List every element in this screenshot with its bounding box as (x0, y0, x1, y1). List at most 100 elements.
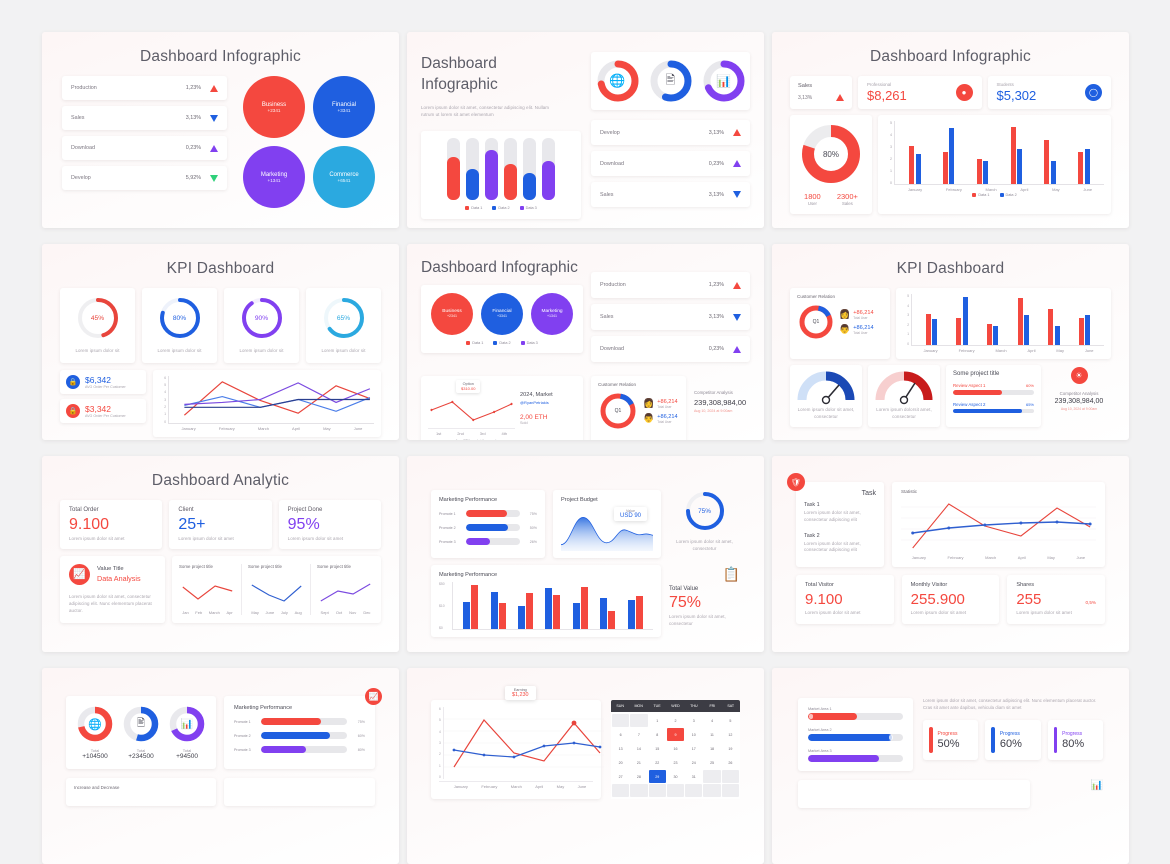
calendar-cell[interactable]: 25 (710, 760, 715, 765)
slider-row[interactable]: Market Area 3 (808, 749, 903, 762)
stat-row[interactable]: Production 1,23% (62, 76, 227, 100)
kpi-value: 25+ (178, 516, 206, 533)
progress-card[interactable]: Progress 80% (1047, 720, 1103, 761)
kpi-monthly-visitor[interactable]: Monthly Visitor 255.900 Lorem ipsum dolo… (901, 575, 1000, 624)
kpi-shares[interactable]: Shares 255 0,5% Lorem ipsum dolor sit am… (1007, 575, 1106, 624)
calendar-cell[interactable]: 6 (619, 732, 622, 737)
calendar-cell[interactable]: 2 (674, 718, 677, 723)
donut-total-item[interactable]: 🌐 Total +104500 (76, 705, 114, 760)
calendar-cell-highlight-red[interactable]: 9 (666, 728, 685, 741)
calendar-cell[interactable]: 26 (728, 760, 733, 765)
kpi-total-visitor[interactable]: Total Visitor 9.100 Lorem ipsum dolor si… (796, 575, 894, 624)
slider-handle[interactable] (809, 714, 814, 719)
stat-row[interactable]: Develop 3,13% (591, 120, 750, 145)
kpi-project-done[interactable]: Project Done 95% Lorem ipsum dolor sit a… (278, 500, 381, 550)
calendar-cell[interactable]: 7 (637, 732, 640, 737)
kpi-students[interactable]: Students $5,302 ◯ (987, 76, 1111, 109)
stat-row[interactable]: Download 0,23% (591, 336, 750, 362)
bubble-marketing[interactable]: Marketing +1341 (531, 292, 573, 335)
calendar-cell[interactable]: 11 (710, 732, 714, 737)
bubble-financial[interactable]: Financial +3341 (481, 292, 523, 335)
card-dashboard-analytic[interactable]: Dashboard Analytic Total Order 9.100 Lor… (42, 456, 399, 652)
card-marketing-analytics[interactable]: Marketing Performance Promote 1 75% Prom… (407, 456, 764, 652)
calendar-cell[interactable]: 12 (728, 732, 733, 737)
calendar-cell[interactable]: 1 (656, 718, 659, 723)
calendar-cell[interactable]: 5 (729, 718, 732, 723)
x-tick: Dec (363, 610, 371, 616)
bubble-business[interactable]: Business +2341 (243, 76, 305, 138)
calendar-cell[interactable]: 27 (618, 774, 623, 779)
calendar-cell[interactable]: 24 (691, 760, 696, 765)
calendar-cell[interactable]: 16 (673, 746, 678, 751)
money-card[interactable]: 🔒 $3,342 AVG Order Per Customer (60, 398, 146, 423)
calendar-cell[interactable]: 14 (636, 746, 641, 751)
calendar-cell[interactable]: 17 (691, 746, 696, 751)
calendar-cell[interactable]: 4 (711, 718, 714, 723)
calendar-cell[interactable]: 28 (636, 774, 641, 779)
progress-card[interactable]: Progress 60% (985, 720, 1041, 761)
kpi-sales[interactable]: Sales 3,13% (790, 76, 852, 109)
stat-row[interactable]: Sales 3,13% (62, 106, 227, 130)
calendar-cell[interactable]: 10 (691, 732, 696, 737)
card-dashboard-infographic-2[interactable]: Dashboard Infographic Lorem ipsum dolor … (407, 32, 764, 228)
calendar-cell[interactable]: 30 (673, 774, 678, 779)
kpi-total-order[interactable]: Total Order 9.100 Lorem ipsum dolor sit … (60, 500, 163, 550)
bubble-commerce[interactable]: Commerce +6541 (313, 146, 375, 208)
calendar-cell[interactable]: 8 (656, 732, 659, 737)
calendar-cell[interactable]: 18 (710, 746, 715, 751)
slider-track[interactable] (808, 755, 903, 762)
task-item[interactable]: Task 1 Lorem ipsum dolor sit amet, conse… (804, 502, 876, 524)
donut-bar-chart[interactable]: 📊 (702, 59, 746, 103)
slider-row[interactable]: Market Area 1 (808, 707, 903, 720)
stat-row[interactable]: Sales 3,13% (591, 304, 750, 330)
donut-document[interactable]: 🖹 (649, 59, 693, 103)
x-tick: January (453, 784, 468, 789)
stat-row[interactable]: Sales 3,13% (591, 182, 750, 207)
slider-handle[interactable] (888, 735, 894, 740)
stat-row[interactable]: Download 0,23% (591, 151, 750, 176)
gauge-card[interactable]: 65% Lorem ipsum dolor sit (306, 288, 381, 363)
slider-track[interactable] (808, 713, 903, 720)
calendar[interactable]: SUN MON TUE WED THU FRI SAT 1 2 3 4 5 6 (611, 700, 740, 799)
card-kpi-dashboard-1[interactable]: KPI Dashboard 45% Lorem ipsum dolor sit (42, 244, 399, 440)
gauge-card[interactable]: 90% Lorem ipsum dolor sit (224, 288, 299, 363)
calendar-cell[interactable]: 13 (618, 746, 623, 751)
calendar-cell[interactable]: 23 (673, 760, 678, 765)
card-earning-calendar[interactable]: Earning $1,230 6 5 4 3 2 1 0 (407, 668, 764, 864)
calendar-cell[interactable]: 22 (655, 760, 660, 765)
progress-card[interactable]: Progress 50% (923, 720, 979, 761)
x-tick: January (181, 425, 196, 431)
calendar-cell[interactable]: 15 (655, 746, 660, 751)
bubble-marketing[interactable]: Marketing +1341 (243, 146, 305, 208)
kpi-professional[interactable]: Professional $8,261 ● (858, 76, 982, 109)
card-kpi-dashboard-2[interactable]: KPI Dashboard Customer Relation Q1 👩 (772, 244, 1129, 440)
calendar-cell[interactable]: 19 (728, 746, 733, 751)
donut-total-item[interactable]: 🖹 Total +234500 (122, 705, 160, 760)
slider-row[interactable]: Market Area 2 (808, 728, 903, 741)
stat-row[interactable]: Download 0,23% (62, 136, 227, 160)
card-dashboard-infographic-1[interactable]: Dashboard Infographic Production 1,23% S… (42, 32, 399, 228)
card-dashboard-infographic-3[interactable]: Dashboard Infographic Sales 3,13% Profes… (772, 32, 1129, 228)
calendar-cell[interactable]: 31 (691, 774, 696, 779)
card-task-statistic[interactable]: 🛡 Task Task 1 Lorem ipsum dolor sit amet… (772, 456, 1129, 652)
stat-row[interactable]: Production 1,23% (591, 272, 750, 298)
donut-total-item[interactable]: 📊 Total +94500 (168, 705, 206, 760)
y-tick: 2 (439, 752, 441, 757)
calendar-cell-highlight-blue[interactable]: 29 (648, 770, 666, 783)
calendar-cell[interactable]: 3 (692, 718, 695, 723)
card-dashboard-infographic-4[interactable]: Dashboard Infographic Business +2341 Fin… (407, 244, 764, 440)
gauge-card[interactable]: 45% Lorem ipsum dolor sit (60, 288, 135, 363)
card-market-progress[interactable]: Market Area 1 Market Area 2 Market Area … (772, 668, 1129, 864)
calendar-cell[interactable]: 21 (636, 760, 641, 765)
gauge-card[interactable]: 80% Lorem ipsum dolor sit (142, 288, 217, 363)
bubble-business[interactable]: Business +2341 (431, 292, 473, 335)
kpi-client[interactable]: Client 25+ Lorem ipsum dolor sit amet (169, 500, 272, 550)
stat-row[interactable]: Develop 5,92% (62, 166, 227, 190)
bubble-financial[interactable]: Financial +3341 (313, 76, 375, 138)
card-donut-marketing[interactable]: 🌐 Total +104500 🖹 Total (42, 668, 399, 864)
money-card[interactable]: 🔒 $6,342 AVG Order Per Customer (60, 369, 146, 394)
slider-track[interactable] (808, 734, 903, 741)
task-item[interactable]: Task 2 Lorem ipsum dolor sit amet, conse… (804, 533, 876, 555)
donut-globe[interactable]: 🌐 (596, 59, 640, 103)
calendar-cell[interactable]: 20 (618, 760, 623, 765)
